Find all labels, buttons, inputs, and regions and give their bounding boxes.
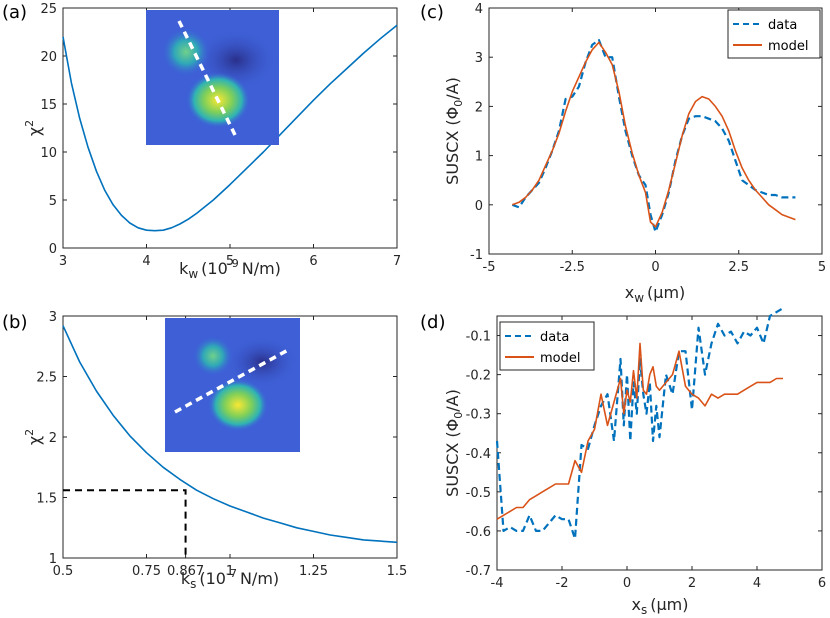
panel-b-lines	[62, 325, 398, 558]
panel-c-xtick-label: -2.5	[560, 260, 585, 275]
panel-c-series-data	[511, 38, 796, 233]
panel-d-xtick-label: 2	[688, 576, 696, 591]
panel-a: (a) 3 4 5 6 7 0 5 10 15 20 25 kw (10-9 N/m) χ2	[2, 2, 401, 281]
legend-d-data-label: data	[540, 330, 569, 345]
panel-c-ytick-label: -1	[470, 248, 483, 263]
panel-c-label: (c)	[420, 2, 444, 23]
panel-a-xtick-label: 5	[226, 254, 234, 269]
panel-b-label: (b)	[2, 312, 27, 333]
panel-d-ytick-label: -0.6	[466, 525, 491, 540]
panel-a-ytick-label: 20	[40, 50, 57, 65]
panel-b-ticks: 0.5 0.75 0.867 1 1.25 1.5 1 1.5 2 2.5 3	[36, 310, 407, 579]
legend-c-data-label: data	[768, 18, 797, 33]
panel-d-xtick-label: 0	[623, 576, 631, 591]
panel-c-series-model	[512, 41, 796, 228]
panel-d-ytick-label: -0.2	[466, 369, 491, 384]
inset-b-spot-upper	[193, 336, 233, 376]
panel-d-xlabel: xs (μm)	[632, 595, 689, 617]
panel-a-label: (a)	[2, 2, 27, 23]
panel-b-xtick-label: 0.5	[53, 564, 74, 579]
panel-b-reference-line	[63, 489, 187, 558]
panel-b-xlabel: ks (10-7 N/m)	[181, 567, 279, 591]
panel-d-xtick-label: 6	[818, 576, 826, 591]
panel-b-ytick-label: 1	[49, 552, 57, 567]
panel-d-legend: data model	[499, 321, 595, 371]
panel-d-xtick-label: -2	[556, 576, 569, 591]
panel-c-ytick-label: 0	[475, 199, 483, 214]
panel-d-ytick-label: -0.4	[466, 447, 491, 462]
panel-c: (c) -5 -2.5 0 2.5 5 -1 0 1 2 3 4 data model xw (μm)…	[420, 2, 826, 305]
panel-c-ytick-label: 1	[475, 150, 483, 165]
panel-a-xtick-label: 7	[393, 254, 401, 269]
panel-c-xtick-label: 5	[818, 260, 826, 275]
panel-c-ytick-label: 2	[475, 100, 483, 115]
panel-a-ytick-label: 0	[49, 242, 57, 257]
panel-d-ytick-label: -0.7	[466, 564, 491, 579]
panel-b-ytick-label: 2.5	[36, 371, 57, 386]
panel-a-series-chi2	[62, 24, 398, 232]
legend-d-model-label: model	[540, 351, 580, 366]
panel-c-xtick-label: -5	[483, 260, 496, 275]
panel-b-ytick-label: 1.5	[36, 492, 57, 507]
panel-b-series-chi2	[62, 325, 398, 544]
panel-b-xtick-label: 1.5	[387, 564, 408, 579]
panel-c-xtick-label: 2.5	[728, 260, 749, 275]
panel-d-ytick-label: -0.3	[466, 408, 491, 423]
inset-a-spot-upper	[162, 28, 210, 76]
panel-d: (d) -4 -2 0 2 4 6 -0.7 -0.6 -0.5 -0.4 -0.3 -0.2 -0.1…	[420, 307, 826, 617]
legend-c-model-label: model	[768, 39, 808, 54]
panel-d-series-data	[495, 307, 784, 540]
panel-c-xlabel: xw (μm)	[625, 283, 686, 305]
panel-a-ytick-label: 5	[49, 194, 57, 209]
panel-a-inset	[146, 10, 279, 145]
panel-d-xtick-label: 4	[753, 576, 761, 591]
panel-c-ytick-label: 3	[475, 51, 483, 66]
panel-c-ticks: -5 -2.5 0 2.5 5 -1 0 1 2 3 4	[470, 2, 826, 275]
panel-a-xtick-label: 4	[142, 254, 150, 269]
panel-b-xtick-label: 0.867	[167, 564, 204, 579]
panel-b-xtick-label: 1.25	[299, 564, 328, 579]
panel-c-legend: data model	[727, 9, 821, 59]
legend-d-box	[499, 321, 595, 371]
panel-a-ytick-label: 15	[40, 98, 57, 113]
panel-b-ytick-label: 2	[49, 431, 57, 446]
panel-a-lines	[62, 24, 398, 232]
legend-c-box	[727, 9, 821, 59]
panel-d-ytick-label: -0.1	[466, 330, 491, 345]
panel-d-ytick-label: -0.5	[466, 486, 491, 501]
panel-b-xtick-label: 1	[226, 564, 234, 579]
panel-d-series-model	[496, 342, 783, 520]
panel-d-xtick-label: -4	[491, 576, 504, 591]
panel-c-ylabel: SUSCX (Φ0/A)	[443, 77, 465, 185]
panel-b: (b) 0.5 0.75 0.867 1 1.25 1.5 1 1.5 2 2.5 3 ks (10-…	[2, 310, 407, 591]
panel-a-xtick-label: 3	[59, 254, 67, 269]
inset-b-cut-line	[174, 348, 289, 414]
panel-a-xtick-label: 6	[309, 254, 317, 269]
panel-a-ylabel: χ2	[23, 120, 44, 136]
panel-a-xlabel: kw (10-9 N/m)	[179, 257, 281, 281]
inset-a-cut-line	[177, 20, 239, 140]
panel-b-ylabel: χ2	[23, 429, 44, 445]
panel-b-ytick-label: 3	[49, 310, 57, 325]
panel-d-ticks: -4 -2 0 2 4 6 -0.7 -0.6 -0.5 -0.4 -0.3 -0.2 -0.1	[466, 316, 826, 591]
panel-a-ytick-label: 25	[40, 2, 57, 17]
panel-d-ylabel: SUSCX (Φ0/A)	[443, 389, 465, 497]
panel-b-xtick-label: 0.75	[132, 564, 161, 579]
panel-b-inset	[165, 318, 300, 452]
panel-a-ytick-label: 10	[40, 146, 57, 161]
panel-d-label: (d)	[420, 312, 445, 333]
inset-b-spot-lower	[208, 379, 268, 431]
panel-d-lines	[495, 307, 784, 540]
panel-a-ticks: 3 4 5 6 7 0 5 10 15 20 25	[40, 2, 401, 269]
panel-c-lines	[511, 38, 796, 233]
panel-c-ytick-label: 4	[475, 2, 483, 17]
panel-c-xtick-label: 0	[651, 260, 659, 275]
